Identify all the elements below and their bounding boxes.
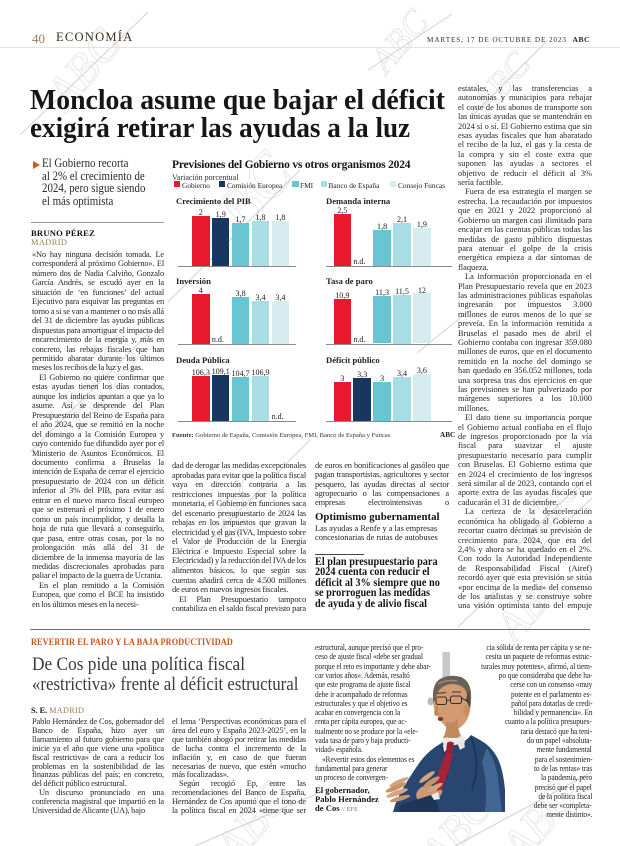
svg-text:ABC: ABC [361, 1, 437, 81]
